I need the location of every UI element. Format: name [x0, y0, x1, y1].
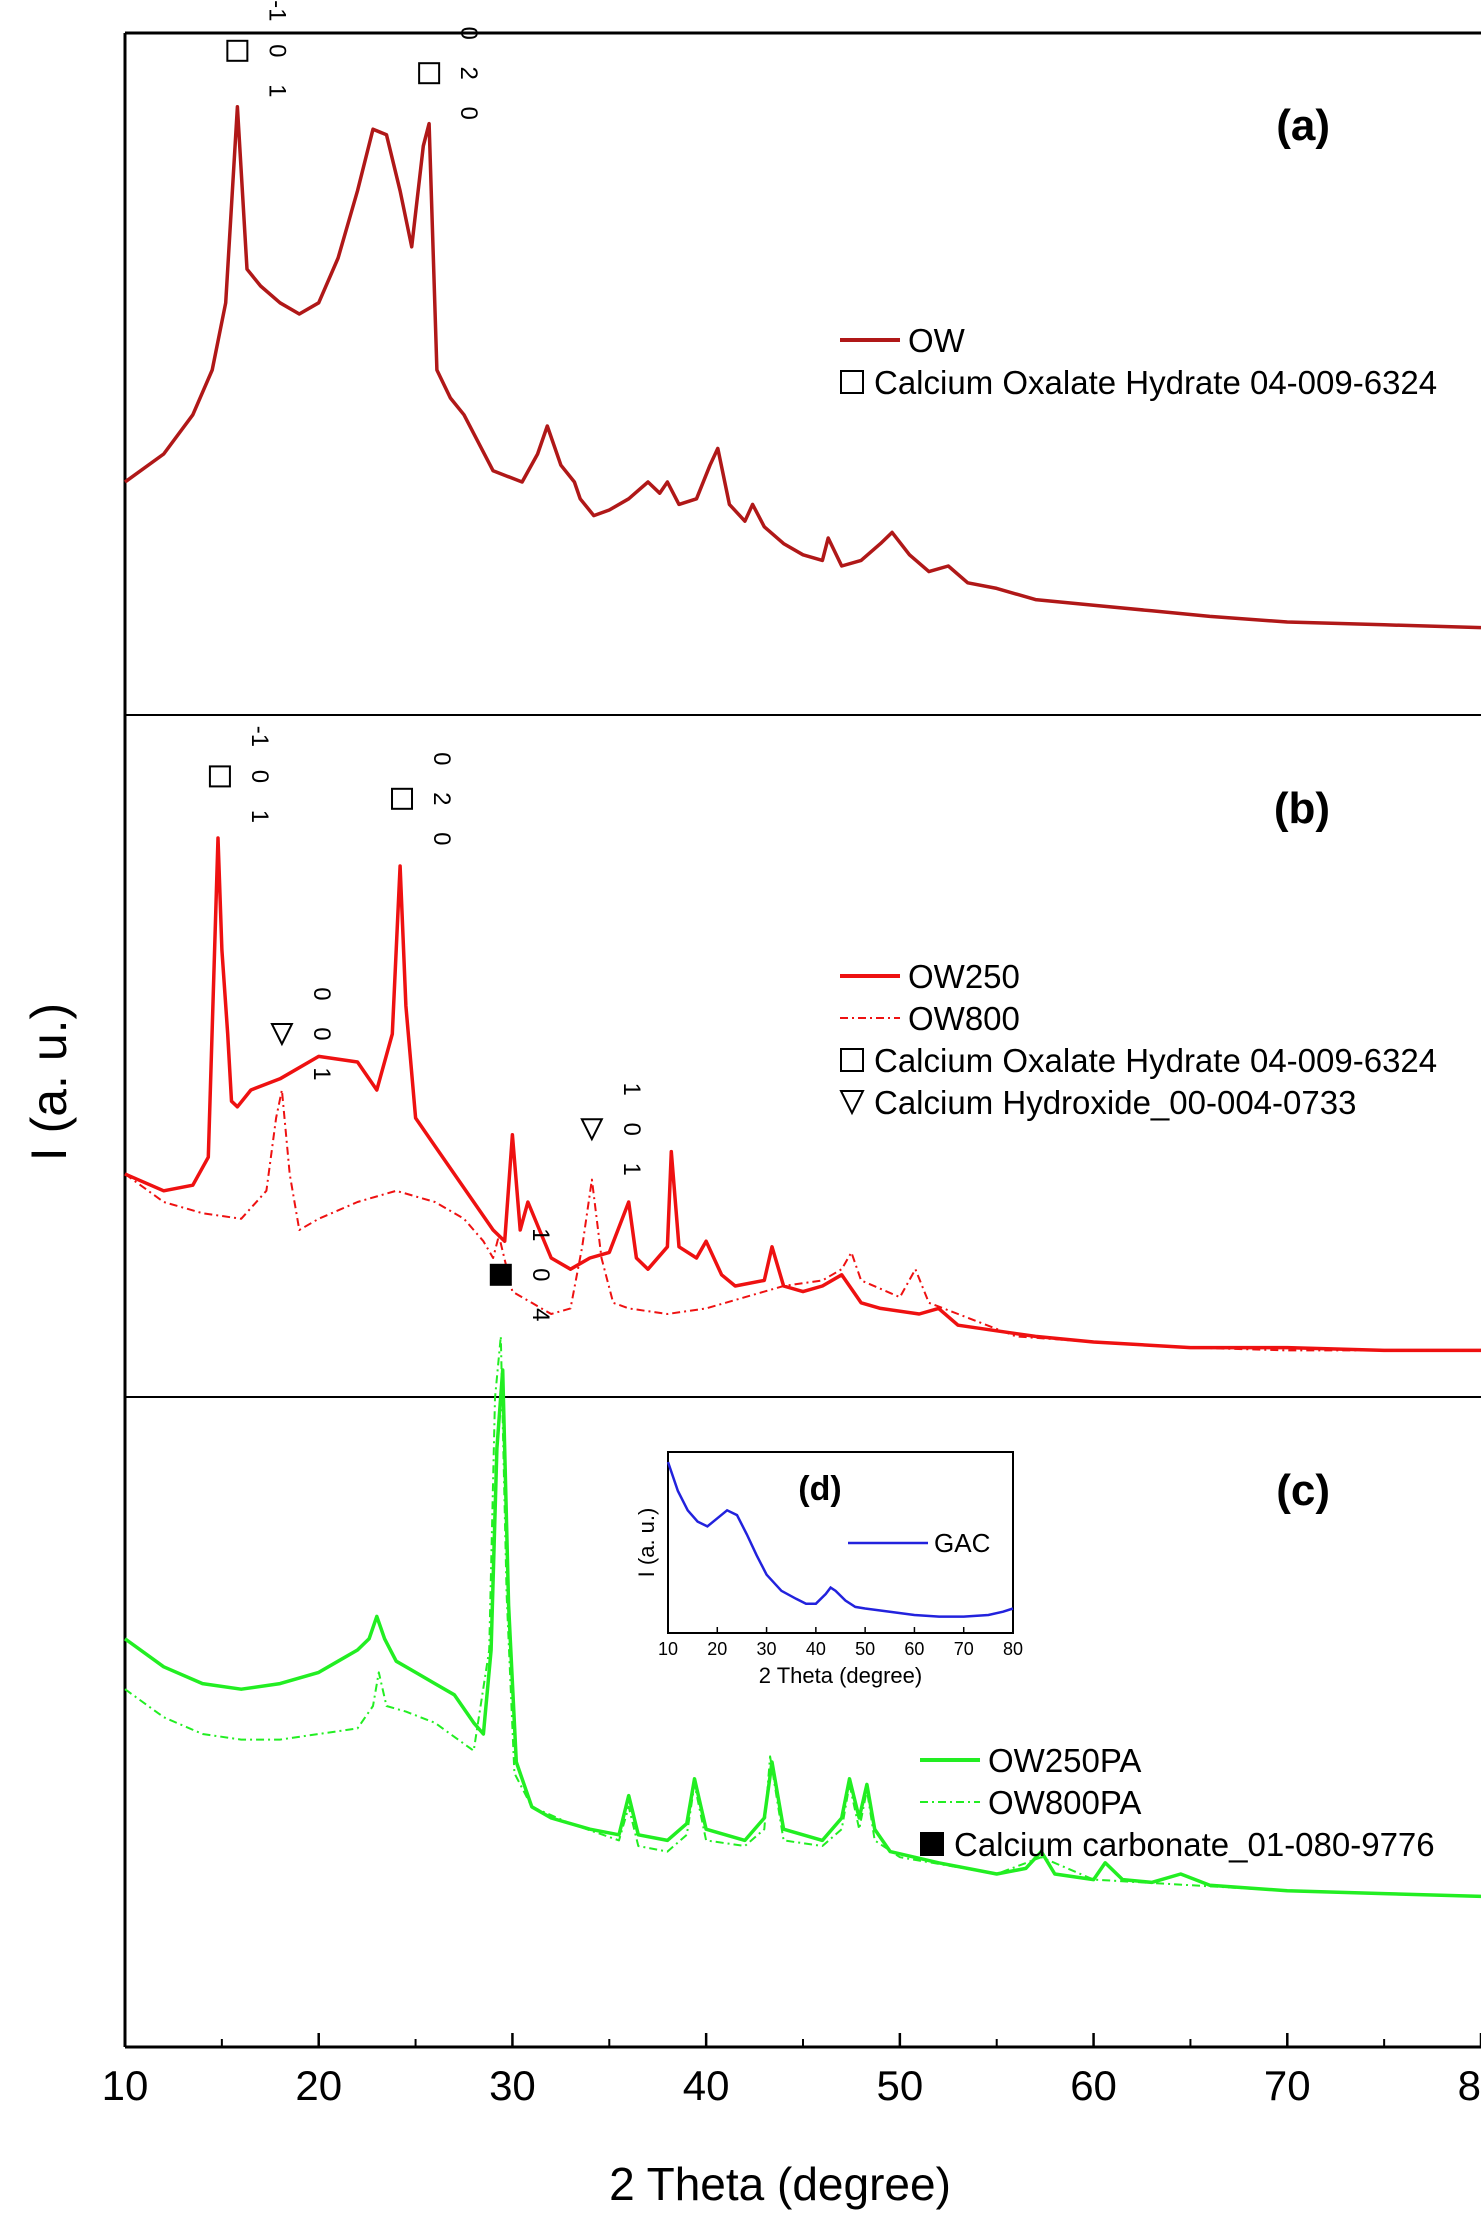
hkl-index-label: 4	[527, 1308, 554, 1321]
series-line-ow	[123, 105, 1481, 630]
hkl-index-label: 0	[246, 770, 273, 783]
inset-x-tick-label: 40	[806, 1639, 826, 1659]
hkl-index-label: 1	[527, 1228, 554, 1241]
hkl-index-label: 1	[618, 1163, 645, 1176]
panel-label-d: (d)	[798, 1470, 841, 1508]
square-peak-marker	[226, 39, 249, 62]
series-line-ow800pa	[124, 1335, 1481, 1898]
x-tick-label: 20	[295, 2062, 342, 2109]
square-peak-marker	[418, 62, 441, 85]
legend-label: OW800	[908, 1000, 1020, 1037]
hkl-index-label: 1	[263, 84, 290, 97]
hkl-index-label: 2	[428, 792, 455, 805]
legend-label: Calcium Hydroxide_00-004-0733	[874, 1084, 1356, 1121]
hkl-index-label: -1	[246, 726, 273, 747]
hkl-index-label: 0	[527, 1268, 554, 1281]
x-tick-label: 80	[1458, 2062, 1481, 2109]
hkl-index-label: 0	[428, 832, 455, 845]
series-line-gac	[666, 1461, 1014, 1618]
triangle-peak-marker	[270, 1023, 294, 1047]
legend-label: OW250	[908, 958, 1020, 995]
legend-label: OW250PA	[988, 1742, 1141, 1779]
legend-label: OW800PA	[988, 1784, 1141, 1821]
legend-square-swatch	[840, 1048, 864, 1072]
legend-label: OW	[908, 322, 966, 359]
legend-square-swatch	[840, 370, 864, 394]
inset-x-tick-label: 30	[757, 1639, 777, 1659]
x-tick-label: 60	[1070, 2062, 1117, 2109]
x-tick-label: 70	[1264, 2062, 1311, 2109]
inset-x-tick-label: 10	[658, 1639, 678, 1659]
hkl-index-label: 0	[455, 107, 482, 120]
x-tick-label: 50	[876, 2062, 923, 2109]
hkl-index-label: 0	[308, 987, 335, 1000]
series-line-ow250pa	[123, 1368, 1481, 1899]
inset-x-tick-label: 80	[1003, 1639, 1023, 1659]
hkl-index-label: -1	[263, 0, 290, 21]
legend-label: Calcium Oxalate Hydrate 04-009-6324	[874, 364, 1437, 401]
filled-square-peak-marker	[489, 1263, 512, 1286]
inset-y-axis-label: I (a. u.)	[634, 1508, 659, 1578]
inset-x-axis-label: 2 Theta (degree)	[759, 1663, 922, 1688]
inset-x-tick-label: 50	[855, 1639, 875, 1659]
hkl-index-label: 0	[428, 752, 455, 765]
x-tick-label: 40	[683, 2062, 730, 2109]
inset-legend-label: GAC	[934, 1528, 990, 1558]
series-line-ow800	[124, 1089, 1481, 1352]
hkl-index-label: 0	[455, 27, 482, 40]
hkl-index-label: 0	[263, 44, 290, 57]
x-axis-label: 2 Theta (degree)	[609, 2158, 951, 2210]
x-tick-label: 30	[489, 2062, 536, 2109]
legend-triangle-swatch	[839, 1090, 865, 1116]
legend-filled-square-swatch	[920, 1832, 944, 1856]
panel-label-c: (c)	[1276, 1466, 1330, 1515]
y-axis-label: I (a. u.)	[21, 1003, 77, 1161]
hkl-index-label: 0	[308, 1027, 335, 1040]
panel-label-b: (b)	[1274, 784, 1330, 833]
hkl-index-label: 1	[308, 1067, 335, 1080]
legend-label: Calcium carbonate_01-080-9776	[954, 1826, 1435, 1863]
x-tick-label: 10	[102, 2062, 149, 2109]
hkl-index-label: 2	[455, 67, 482, 80]
panel-label-a: (a)	[1276, 101, 1330, 150]
inset-x-tick-label: 70	[954, 1639, 974, 1659]
square-peak-marker	[391, 787, 414, 810]
hkl-index-label: 1	[618, 1083, 645, 1096]
square-peak-marker	[208, 765, 231, 788]
series-line-ow250	[124, 836, 1481, 1353]
inset-frame	[667, 1451, 1014, 1634]
triangle-peak-marker	[580, 1118, 604, 1142]
legend-label: Calcium Oxalate Hydrate 04-009-6324	[874, 1042, 1437, 1079]
inset-x-tick-label: 60	[904, 1639, 924, 1659]
inset-x-tick-label: 20	[707, 1639, 727, 1659]
hkl-index-label: 1	[246, 810, 273, 823]
hkl-index-label: 0	[618, 1123, 645, 1136]
